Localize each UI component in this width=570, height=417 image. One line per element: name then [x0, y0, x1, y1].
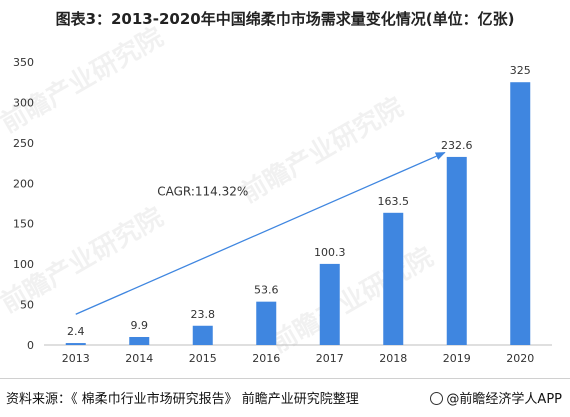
y-tick-label: 300 [13, 96, 34, 109]
x-tick-label: 2014 [125, 352, 153, 365]
y-tick-label: 350 [13, 56, 34, 69]
data-label: 9.9 [131, 319, 149, 332]
data-label: 100.3 [314, 246, 346, 259]
bar [446, 156, 467, 345]
x-tick-label: 2015 [189, 352, 217, 365]
x-tick-label: 2020 [506, 352, 534, 365]
cagr-annotation: CAGR:114.32% [75, 151, 446, 315]
y-tick-label: 50 [20, 299, 34, 312]
data-label: 2.4 [67, 325, 85, 338]
x-tick-label: 2017 [316, 352, 344, 365]
y-tick-label: 150 [13, 218, 34, 231]
chart-title: 图表3：2013-2020年中国绵柔巾市场需求量变化情况(单位：亿张) [55, 10, 515, 28]
y-tick-label: 100 [13, 258, 34, 271]
bar [65, 343, 86, 345]
data-label: 23.8 [191, 308, 216, 321]
x-tick-label: 2019 [443, 352, 471, 365]
y-tick-label: 250 [13, 137, 34, 150]
x-tick-label: 2016 [252, 352, 280, 365]
data-label: 53.6 [254, 284, 279, 297]
source-note: 资料来源：《 棉柔巾行业市场研究报告》 前瞻产业研究院整理 [6, 392, 359, 407]
footer-divider [0, 378, 570, 379]
bar [383, 212, 404, 345]
y-tick-label: 0 [27, 339, 34, 352]
brand-credit: @前瞻经济学人APP [430, 388, 562, 407]
cagr-label: CAGR:114.32% [157, 184, 248, 198]
cagr-arrow [75, 151, 446, 315]
bar-series [65, 82, 531, 345]
y-axis: 0 50 100 150 200 250 300 350 [13, 56, 34, 352]
y-tick-label: 200 [13, 177, 34, 190]
brand-text: @前瞻经济学人APP [446, 392, 562, 407]
data-labels: 2.4 9.9 23.8 53.6 100.3 163.5 232.6 325 [67, 64, 531, 338]
data-label: 232.6 [441, 139, 473, 152]
bar [510, 82, 531, 345]
bar [129, 336, 150, 345]
data-label: 163.5 [378, 195, 410, 208]
data-label: 325 [510, 64, 531, 77]
x-axis: 2013 2014 2015 2016 2017 2018 2019 2020 [44, 344, 552, 365]
bar [256, 301, 277, 345]
x-tick-label: 2013 [62, 352, 90, 365]
x-tick-label: 2018 [379, 352, 407, 365]
bar [319, 263, 340, 345]
bar [192, 325, 213, 345]
brand-logo-icon [430, 392, 444, 405]
